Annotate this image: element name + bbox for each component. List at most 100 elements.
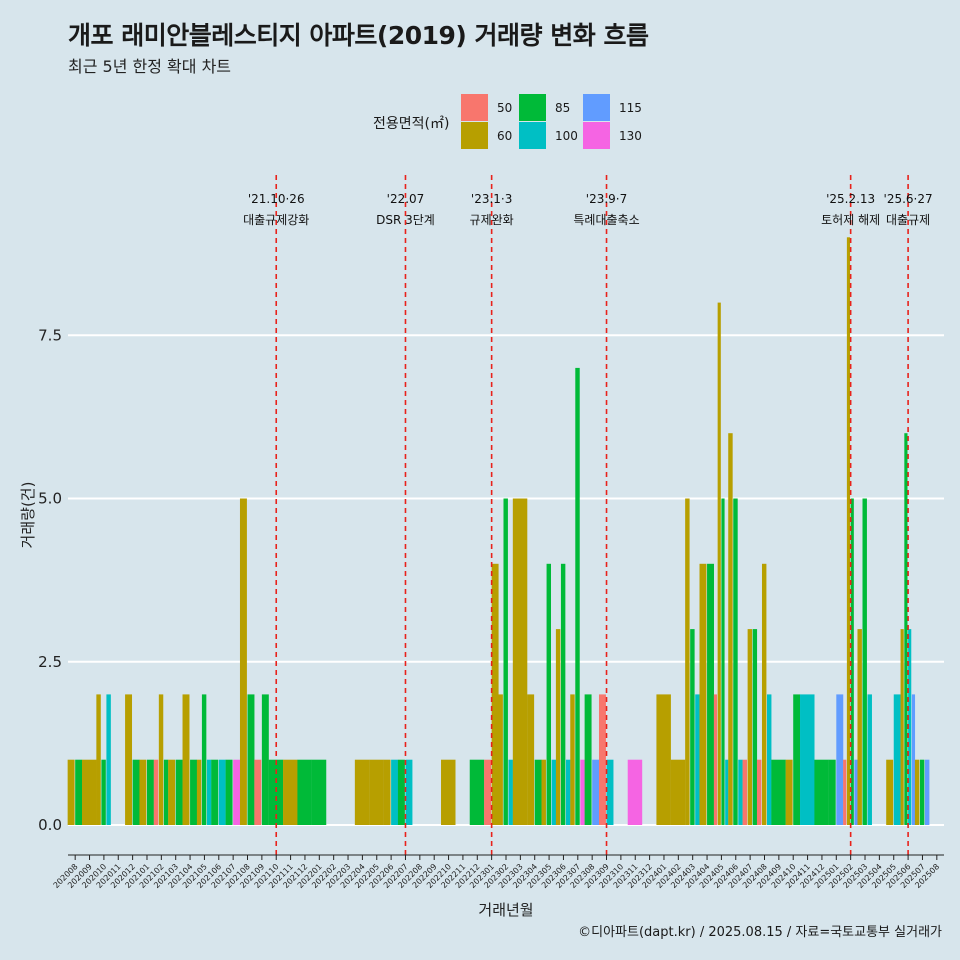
legend-title: 전용면적(㎡)	[373, 116, 450, 132]
bar-202111-60	[283, 759, 298, 825]
bar-202407-60	[747, 629, 753, 825]
bar-202410-60	[785, 759, 793, 825]
x-axis-title: 거래년월	[478, 901, 533, 919]
chart-subtitle: 최근 5년 한정 확대 차트	[68, 57, 232, 76]
bar-202406-100	[738, 759, 743, 825]
bar-202010-100	[106, 694, 111, 825]
bar-202106-100	[218, 759, 226, 825]
bar-202306-85	[560, 563, 566, 825]
bar-202201-85	[311, 759, 327, 825]
bar-202411-100	[800, 694, 815, 825]
bar-202403-60	[685, 498, 690, 825]
bar-202104-85	[190, 759, 198, 825]
bar-202401-60	[656, 694, 671, 825]
bar-202307-130	[580, 759, 585, 825]
bar-202304-60	[527, 694, 535, 825]
bar-202507-85	[919, 759, 925, 825]
bar-202505-100	[893, 694, 901, 825]
bar-202405-85	[721, 498, 725, 825]
bar-202212-85	[469, 759, 485, 825]
bar-202408-100	[767, 694, 772, 825]
x-tick-labels: 2020082020092020102020112020122021012021…	[52, 855, 941, 890]
event-date-4: '25.2.13	[826, 192, 875, 206]
bar-202308-85	[584, 694, 592, 825]
bar-202106-85	[211, 759, 219, 825]
bar-202102-60	[158, 694, 164, 825]
bar-202503-85	[862, 498, 867, 825]
legend-item-60: 60	[461, 122, 512, 149]
bar-202412-85	[814, 759, 829, 825]
legend-label-115: 115	[619, 100, 642, 115]
legend-label-60: 60	[497, 128, 513, 143]
legend-item-100: 100	[519, 122, 578, 149]
bar-202408-50	[756, 759, 762, 825]
event-label-2: 규제완화	[470, 213, 514, 227]
bar-202405-100	[725, 759, 729, 825]
bar-202105-100	[206, 759, 212, 825]
bar-202502-85	[850, 498, 854, 825]
legend-item-50: 50	[461, 94, 512, 121]
bar-202008-85	[75, 759, 83, 825]
bar-202206-60	[383, 759, 391, 825]
bar-202404-85	[707, 563, 714, 825]
bar-202506-100	[908, 629, 912, 825]
bar-202307-85	[575, 367, 580, 825]
bar-202305-60	[541, 759, 546, 825]
bar-202404-60	[699, 563, 707, 825]
bar-202207-100	[405, 759, 413, 825]
y-tick-label: 5.0	[38, 490, 62, 508]
bar-group	[67, 237, 930, 826]
bar-202105-85	[201, 694, 207, 825]
bar-202505-60	[886, 759, 894, 825]
legend-swatch-100	[519, 122, 546, 149]
bar-202311-130	[627, 759, 643, 825]
bar-202303-60	[512, 498, 528, 825]
y-axis-title: 거래량(건)	[19, 482, 37, 549]
bar-202108-85	[247, 694, 255, 825]
bar-202012-60	[125, 694, 133, 825]
bar-202101-60	[139, 759, 147, 825]
bar-202501-115	[836, 694, 844, 825]
legend-swatch-50	[461, 94, 488, 121]
event-markers: '21.10·26 대출규제강화 '22.07 DSR 3단계 '23.1·3 규제완화 '…	[243, 175, 933, 855]
bar-202107-85	[225, 759, 233, 825]
bar-202501-85	[828, 759, 836, 825]
event-label-0: 대출규제강화	[243, 213, 309, 227]
bar-202105-60	[196, 759, 202, 825]
bar-202207-85	[397, 759, 405, 825]
bar-202405-50	[713, 694, 718, 825]
bar-202502-50	[843, 759, 847, 825]
legend-item-115: 115	[583, 94, 642, 121]
bar-202104-60	[182, 694, 190, 825]
bar-202102-85	[163, 759, 169, 825]
bar-202301-50	[484, 759, 492, 825]
bar-202012-85	[132, 759, 140, 825]
bar-202302-85	[503, 498, 508, 825]
bar-202506-115	[911, 694, 916, 825]
bar-202108-60	[239, 498, 247, 825]
bar-202302-60	[498, 694, 503, 825]
bar-202410-85	[793, 694, 801, 825]
bar-202305-100	[551, 759, 557, 825]
event-label-3: 특례대출축소	[573, 213, 639, 227]
legend-swatch-130	[583, 122, 610, 149]
bar-202010-85	[101, 759, 106, 825]
bar-202506-85	[904, 433, 908, 825]
bar-202403-100	[695, 694, 700, 825]
bar-202307-60	[570, 694, 575, 825]
bar-202306-100	[565, 759, 571, 825]
bar-202408-60	[761, 563, 767, 825]
bar-202309-100	[606, 759, 614, 825]
bar-202503-60	[857, 629, 862, 825]
bar-202102-50	[153, 759, 159, 825]
bar-202507-115	[924, 759, 930, 825]
y-tick-label: 2.5	[38, 653, 62, 671]
legend-item-85: 85	[519, 94, 570, 121]
event-label-5: 대출규제	[886, 213, 930, 227]
chart-title: 개포 래미안블레스티지 아파트(2019) 거래량 변화 흐름	[68, 21, 649, 50]
y-tick-label: 7.5	[38, 326, 62, 344]
bar-202305-85	[546, 563, 551, 825]
bar-202407-85	[752, 629, 758, 825]
bar-202107-130	[233, 759, 241, 825]
